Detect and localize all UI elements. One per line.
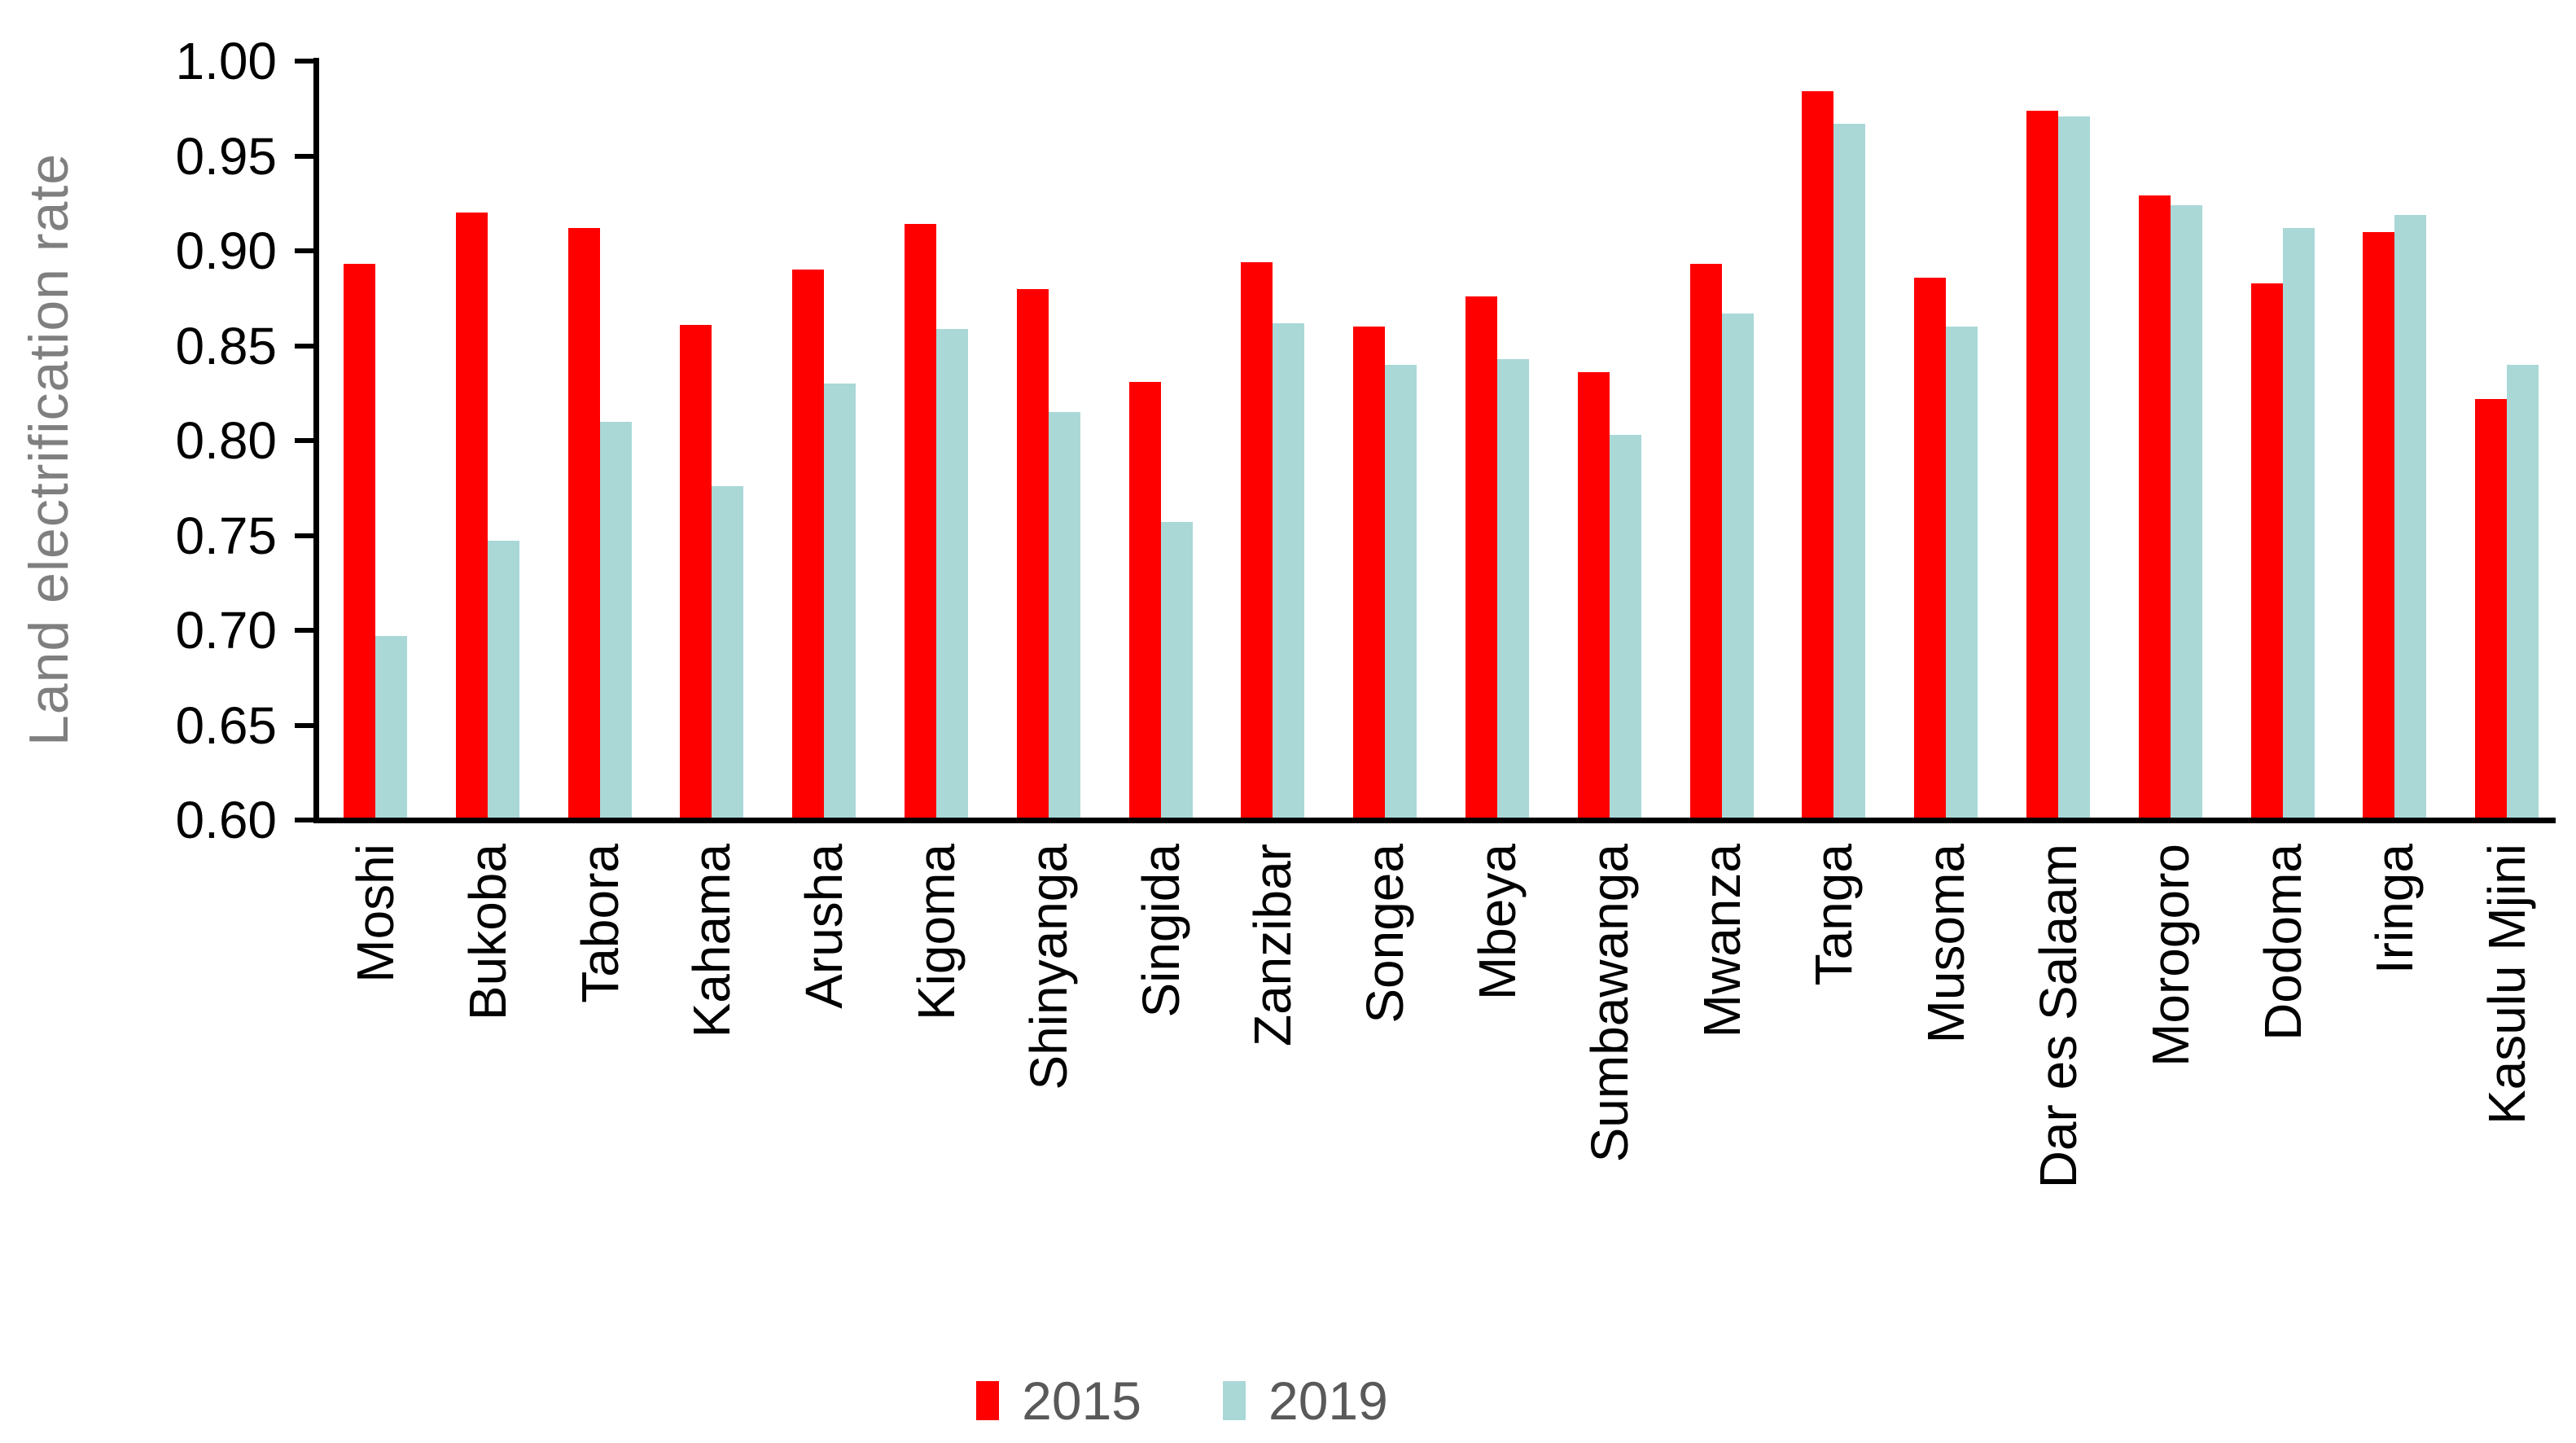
y-tick-mark (295, 59, 319, 64)
x-category-label-shinyanga: Shinyanga (1019, 844, 1078, 1090)
bar-2015-iringa (2363, 231, 2395, 818)
y-axis-line (313, 58, 319, 823)
y-tick-label: 0.95 (175, 126, 277, 186)
bar-2015-dodoma (2250, 283, 2283, 818)
bar-2015-musoma (1914, 277, 1947, 818)
bar-2019-bukoba (487, 541, 519, 818)
x-category-label-kasulu-mjini: Kasulu Mjini (2477, 844, 2537, 1125)
x-category-label-iringa: Iringa (2365, 844, 2425, 975)
x-category-label-singida: Singida (1131, 844, 1190, 1018)
bar-2015-shinyanga (1016, 288, 1049, 818)
bar-2019-musoma (1946, 327, 1978, 818)
bar-2015-tanga (1802, 91, 1834, 818)
bar-2019-tabora (599, 421, 632, 818)
x-category-label-kahama: Kahama (682, 844, 742, 1038)
legend-item-2019: 2019 (1223, 1370, 1388, 1432)
bar-2015-tabora (567, 228, 600, 818)
y-tick-label: 0.65 (175, 695, 277, 755)
bar-2015-kahama (680, 324, 712, 818)
bar-2015-songea (1353, 327, 1386, 818)
y-tick-label: 0.90 (175, 221, 277, 280)
x-category-label-kigoma: Kigoma (906, 844, 966, 1020)
bar-2015-kasulu-mjini (2475, 398, 2508, 818)
y-tick-mark (295, 153, 319, 159)
x-axis-line (313, 818, 2556, 823)
y-tick-label: 0.70 (175, 601, 277, 660)
bar-2019-shinyanga (1048, 412, 1080, 818)
y-tick-mark (295, 722, 319, 728)
legend-swatch-2019 (1223, 1381, 1246, 1420)
bar-2015-sumbawanga (1577, 372, 1610, 818)
y-tick-mark (295, 248, 319, 253)
y-tick-label: 0.60 (175, 791, 277, 849)
bar-2019-kahama (712, 485, 744, 818)
x-category-label-sumbawanga: Sumbawanga (1579, 844, 1639, 1163)
y-tick-mark (295, 533, 319, 538)
y-tick-mark (295, 818, 319, 822)
bar-2019-zanzibar (1273, 322, 1305, 818)
bar-2019-kigoma (935, 328, 968, 818)
x-category-label-mwanza: Mwanza (1692, 844, 1751, 1038)
legend-swatch-2015 (976, 1381, 1000, 1420)
legend-label-2015: 2015 (1022, 1371, 1141, 1431)
bar-2015-morogoro (2138, 195, 2171, 818)
y-tick-mark (295, 628, 319, 633)
x-category-label-songea: Songea (1356, 844, 1415, 1024)
x-category-label-mbeya: Mbeya (1467, 844, 1527, 1001)
y-tick-label: 0.75 (175, 506, 277, 565)
bar-2019-mwanza (1721, 313, 1754, 818)
bar-2015-zanzibar (1241, 261, 1273, 818)
y-tick-mark (295, 343, 319, 349)
bar-2015-kigoma (904, 224, 936, 818)
legend: 2015 2019 (0, 1370, 2470, 1432)
legend-label-2019: 2019 (1268, 1371, 1388, 1431)
bar-2015-bukoba (455, 213, 488, 818)
bar-2015-mbeya (1465, 296, 1497, 818)
x-category-label-dodoma: Dodoma (2253, 844, 2312, 1041)
x-category-label-moshi: Moshi (345, 844, 405, 983)
x-category-label-musoma: Musoma (1917, 844, 1976, 1044)
y-tick-mark (295, 438, 319, 443)
bar-2019-singida (1160, 522, 1193, 818)
bar-2019-dodoma (2282, 228, 2315, 818)
bar-2015-mwanza (1689, 264, 1722, 818)
bar-2019-iringa (2394, 214, 2427, 818)
x-category-label-tabora: Tabora (570, 844, 629, 1003)
bar-2019-dar-es-salaam (2057, 116, 2090, 818)
bar-2015-moshi (343, 264, 375, 818)
x-category-label-tanga: Tanga (1804, 844, 1864, 986)
bar-2015-dar-es-salaam (2026, 110, 2058, 818)
x-category-label-zanzibar: Zanzibar (1243, 844, 1303, 1046)
y-tick-label: 0.85 (175, 316, 277, 375)
bar-2019-morogoro (2170, 205, 2202, 818)
y-tick-label: 1.00 (175, 32, 277, 90)
x-category-label-morogoro: Morogoro (2140, 844, 2200, 1067)
bar-2019-mbeya (1496, 358, 1529, 818)
bar-2019-songea (1385, 364, 1417, 818)
bar-2019-kasulu-mjini (2507, 364, 2539, 818)
x-category-label-arusha: Arusha (795, 844, 854, 1009)
bar-2015-arusha (792, 270, 825, 818)
bar-2019-sumbawanga (1609, 435, 1641, 818)
bar-2015-singida (1128, 381, 1161, 818)
bar-2019-moshi (375, 635, 407, 818)
x-category-label-bukoba: Bukoba (458, 844, 517, 1021)
y-tick-label: 0.80 (175, 411, 277, 470)
bar-2019-arusha (824, 384, 856, 818)
bar-2019-tanga (1833, 123, 1866, 818)
x-category-label-dar-es-salaam: Dar es Salaam (2028, 844, 2088, 1189)
legend-item-2015: 2015 (976, 1370, 1141, 1432)
